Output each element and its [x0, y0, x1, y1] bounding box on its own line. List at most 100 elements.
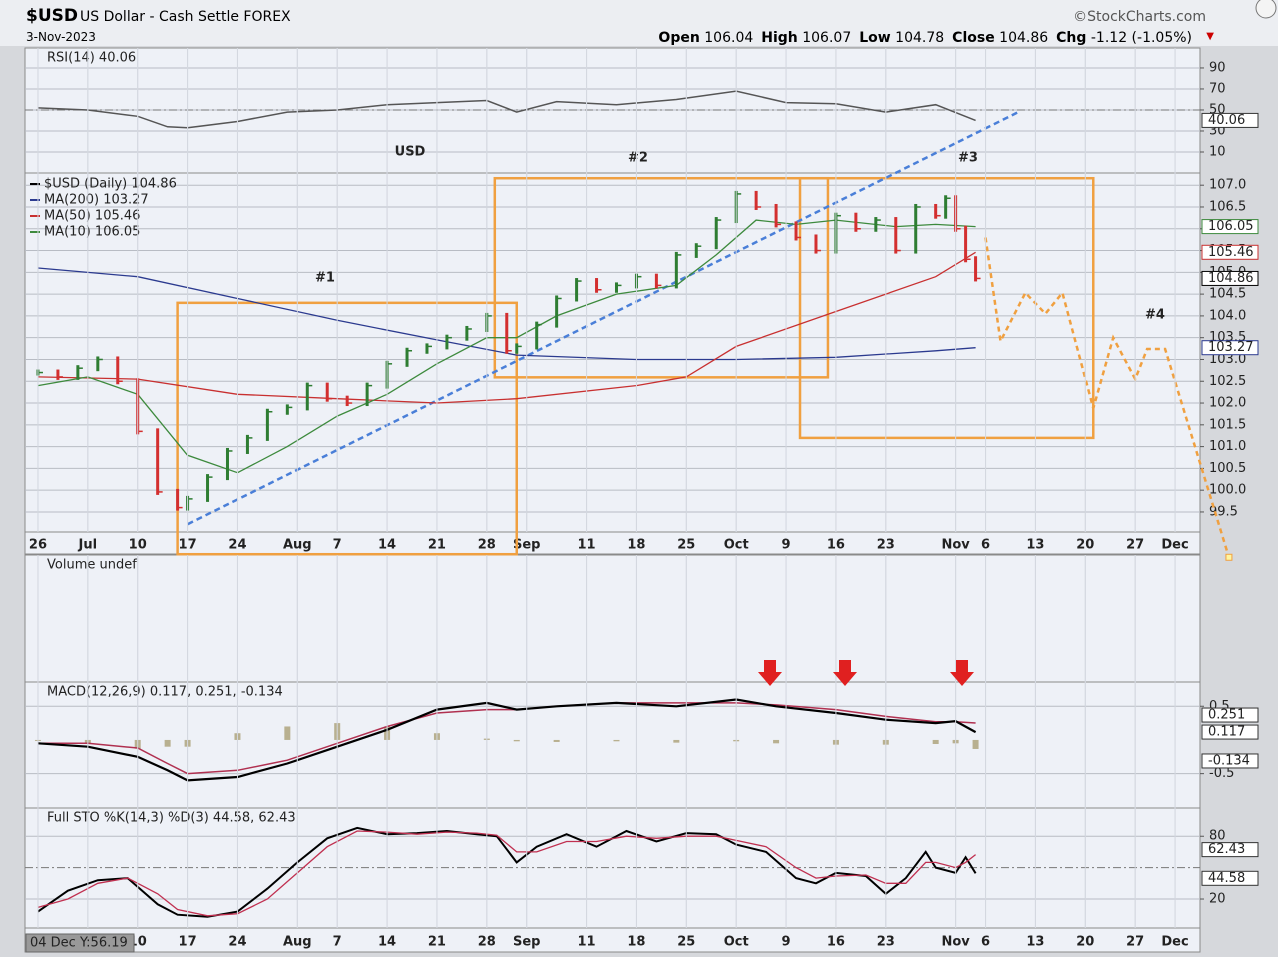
quote-value: 106.04 — [704, 30, 754, 46]
price-bar — [265, 408, 269, 441]
x-tick-label: 21 — [428, 935, 446, 950]
y-tick-label: 107.0 — [1209, 178, 1246, 193]
line — [37, 267, 976, 361]
y-tick-label: 100.5 — [1209, 461, 1246, 476]
price-bar — [974, 256, 978, 282]
histogram-bar — [164, 739, 171, 747]
value-tag-label: 40.06 — [1208, 113, 1245, 128]
x-tick-label: 26 — [29, 538, 47, 553]
legend-entry: MA(50) 105.46 — [44, 209, 140, 224]
x-tick-label: Dec — [1161, 538, 1188, 553]
x-tick-label: 13 — [1026, 538, 1044, 553]
value-tag-label: 44.58 — [1208, 871, 1245, 886]
quote-value: 104.78 — [895, 30, 945, 46]
x-tick-label: 13 — [1026, 935, 1044, 950]
value-tag — [1201, 270, 1259, 286]
histogram-bar — [613, 739, 620, 742]
value-tag — [1201, 219, 1259, 235]
x-tick-label: 18 — [627, 935, 645, 950]
annotation-box — [176, 301, 518, 556]
symbol: $USD — [26, 6, 78, 26]
histogram-bar — [284, 726, 291, 740]
price-bar — [505, 312, 509, 354]
price-bar — [445, 334, 449, 350]
panel — [24, 172, 1201, 533]
price-bar — [345, 395, 349, 407]
price-bar — [595, 278, 599, 293]
price-bar — [405, 347, 409, 367]
instrument-name: US Dollar - Cash Settle FOREX — [80, 9, 291, 25]
x-tick-label: 24 — [228, 538, 246, 553]
quote: Open 106.04 High 106.07 Low 104.78 Close 10… — [658, 30, 1200, 46]
annotation: #4 — [1145, 308, 1165, 323]
histogram-bar — [513, 739, 520, 742]
quote-label: Open — [658, 30, 700, 46]
x-tick-label: 17 — [179, 538, 197, 553]
y-tick-label: 10 — [1209, 144, 1226, 159]
x-tick-label: 14 — [378, 538, 396, 553]
price-bar — [754, 190, 758, 210]
x-tick-label: Aug — [283, 935, 312, 950]
price-bar — [674, 251, 678, 289]
x-tick-label: 28 — [478, 538, 496, 553]
price-bar — [774, 203, 778, 228]
collapse-icon[interactable] — [1255, 0, 1277, 19]
price-bar — [964, 225, 968, 263]
value-tag — [1201, 724, 1259, 740]
x-tick-label: 10 — [129, 538, 147, 553]
down-arrow: ▼ — [1206, 31, 1214, 42]
value-tag — [1201, 112, 1259, 128]
line — [38, 702, 976, 775]
value-tag — [1201, 340, 1259, 356]
price-bar — [874, 217, 878, 232]
x-tick-label: Sep — [513, 538, 541, 553]
value-tag-label: 104.86 — [1208, 271, 1254, 286]
value-tag-label: 0.251 — [1208, 708, 1245, 723]
y-tick-label: 103.0 — [1209, 352, 1246, 367]
price-bar — [206, 474, 210, 502]
panel-title: RSI(14) 40.06 — [47, 51, 136, 66]
x-axis-band — [24, 927, 1201, 953]
annotation: #1 — [315, 271, 335, 286]
x-tick-label: 16 — [827, 538, 845, 553]
price-bar — [96, 356, 100, 372]
price-bar — [575, 278, 579, 302]
x-tick-label: 25 — [677, 935, 695, 950]
x-tick-label: 20 — [1076, 935, 1094, 950]
price-bar — [305, 382, 309, 411]
price-bar — [614, 282, 618, 293]
price-bar — [465, 325, 469, 341]
x-tick-label: 20 — [1076, 538, 1094, 553]
value-tag — [1201, 707, 1259, 723]
quote-value: 106.07 — [802, 30, 852, 46]
x-tick-label: 9 — [782, 935, 791, 950]
signal-arrow — [758, 660, 782, 686]
price-bar — [794, 221, 798, 241]
annotation-box — [493, 176, 830, 379]
x-tick-label: 11 — [578, 538, 596, 553]
annotation: #2 — [628, 151, 648, 166]
panel — [24, 47, 1201, 174]
value-tag-label: 106.05 — [1208, 219, 1254, 234]
price-bar — [76, 365, 80, 380]
price-bar — [714, 217, 718, 250]
price-bar — [156, 428, 160, 495]
value-tag-label: -0.134 — [1208, 753, 1250, 768]
y-tick-label: 102.0 — [1209, 396, 1246, 411]
x-tick-label: Oct — [724, 538, 749, 553]
panel — [24, 681, 1201, 809]
value-tag-label: 103.27 — [1208, 340, 1254, 355]
histogram-bar — [553, 739, 560, 742]
signal-arrow — [950, 660, 974, 686]
price-bar — [944, 195, 948, 219]
price-bar — [654, 273, 658, 289]
y-tick-label: 101.0 — [1209, 439, 1246, 454]
value-tag — [1201, 842, 1259, 858]
y-tick-label: 20 — [1209, 892, 1226, 907]
quote-value: 104.86 — [999, 30, 1049, 46]
legend-entry: MA(10) 106.05 — [44, 225, 140, 240]
quote-label: Low — [859, 30, 891, 46]
value-tag — [1201, 753, 1259, 769]
y-tick-label: 80 — [1209, 829, 1226, 844]
